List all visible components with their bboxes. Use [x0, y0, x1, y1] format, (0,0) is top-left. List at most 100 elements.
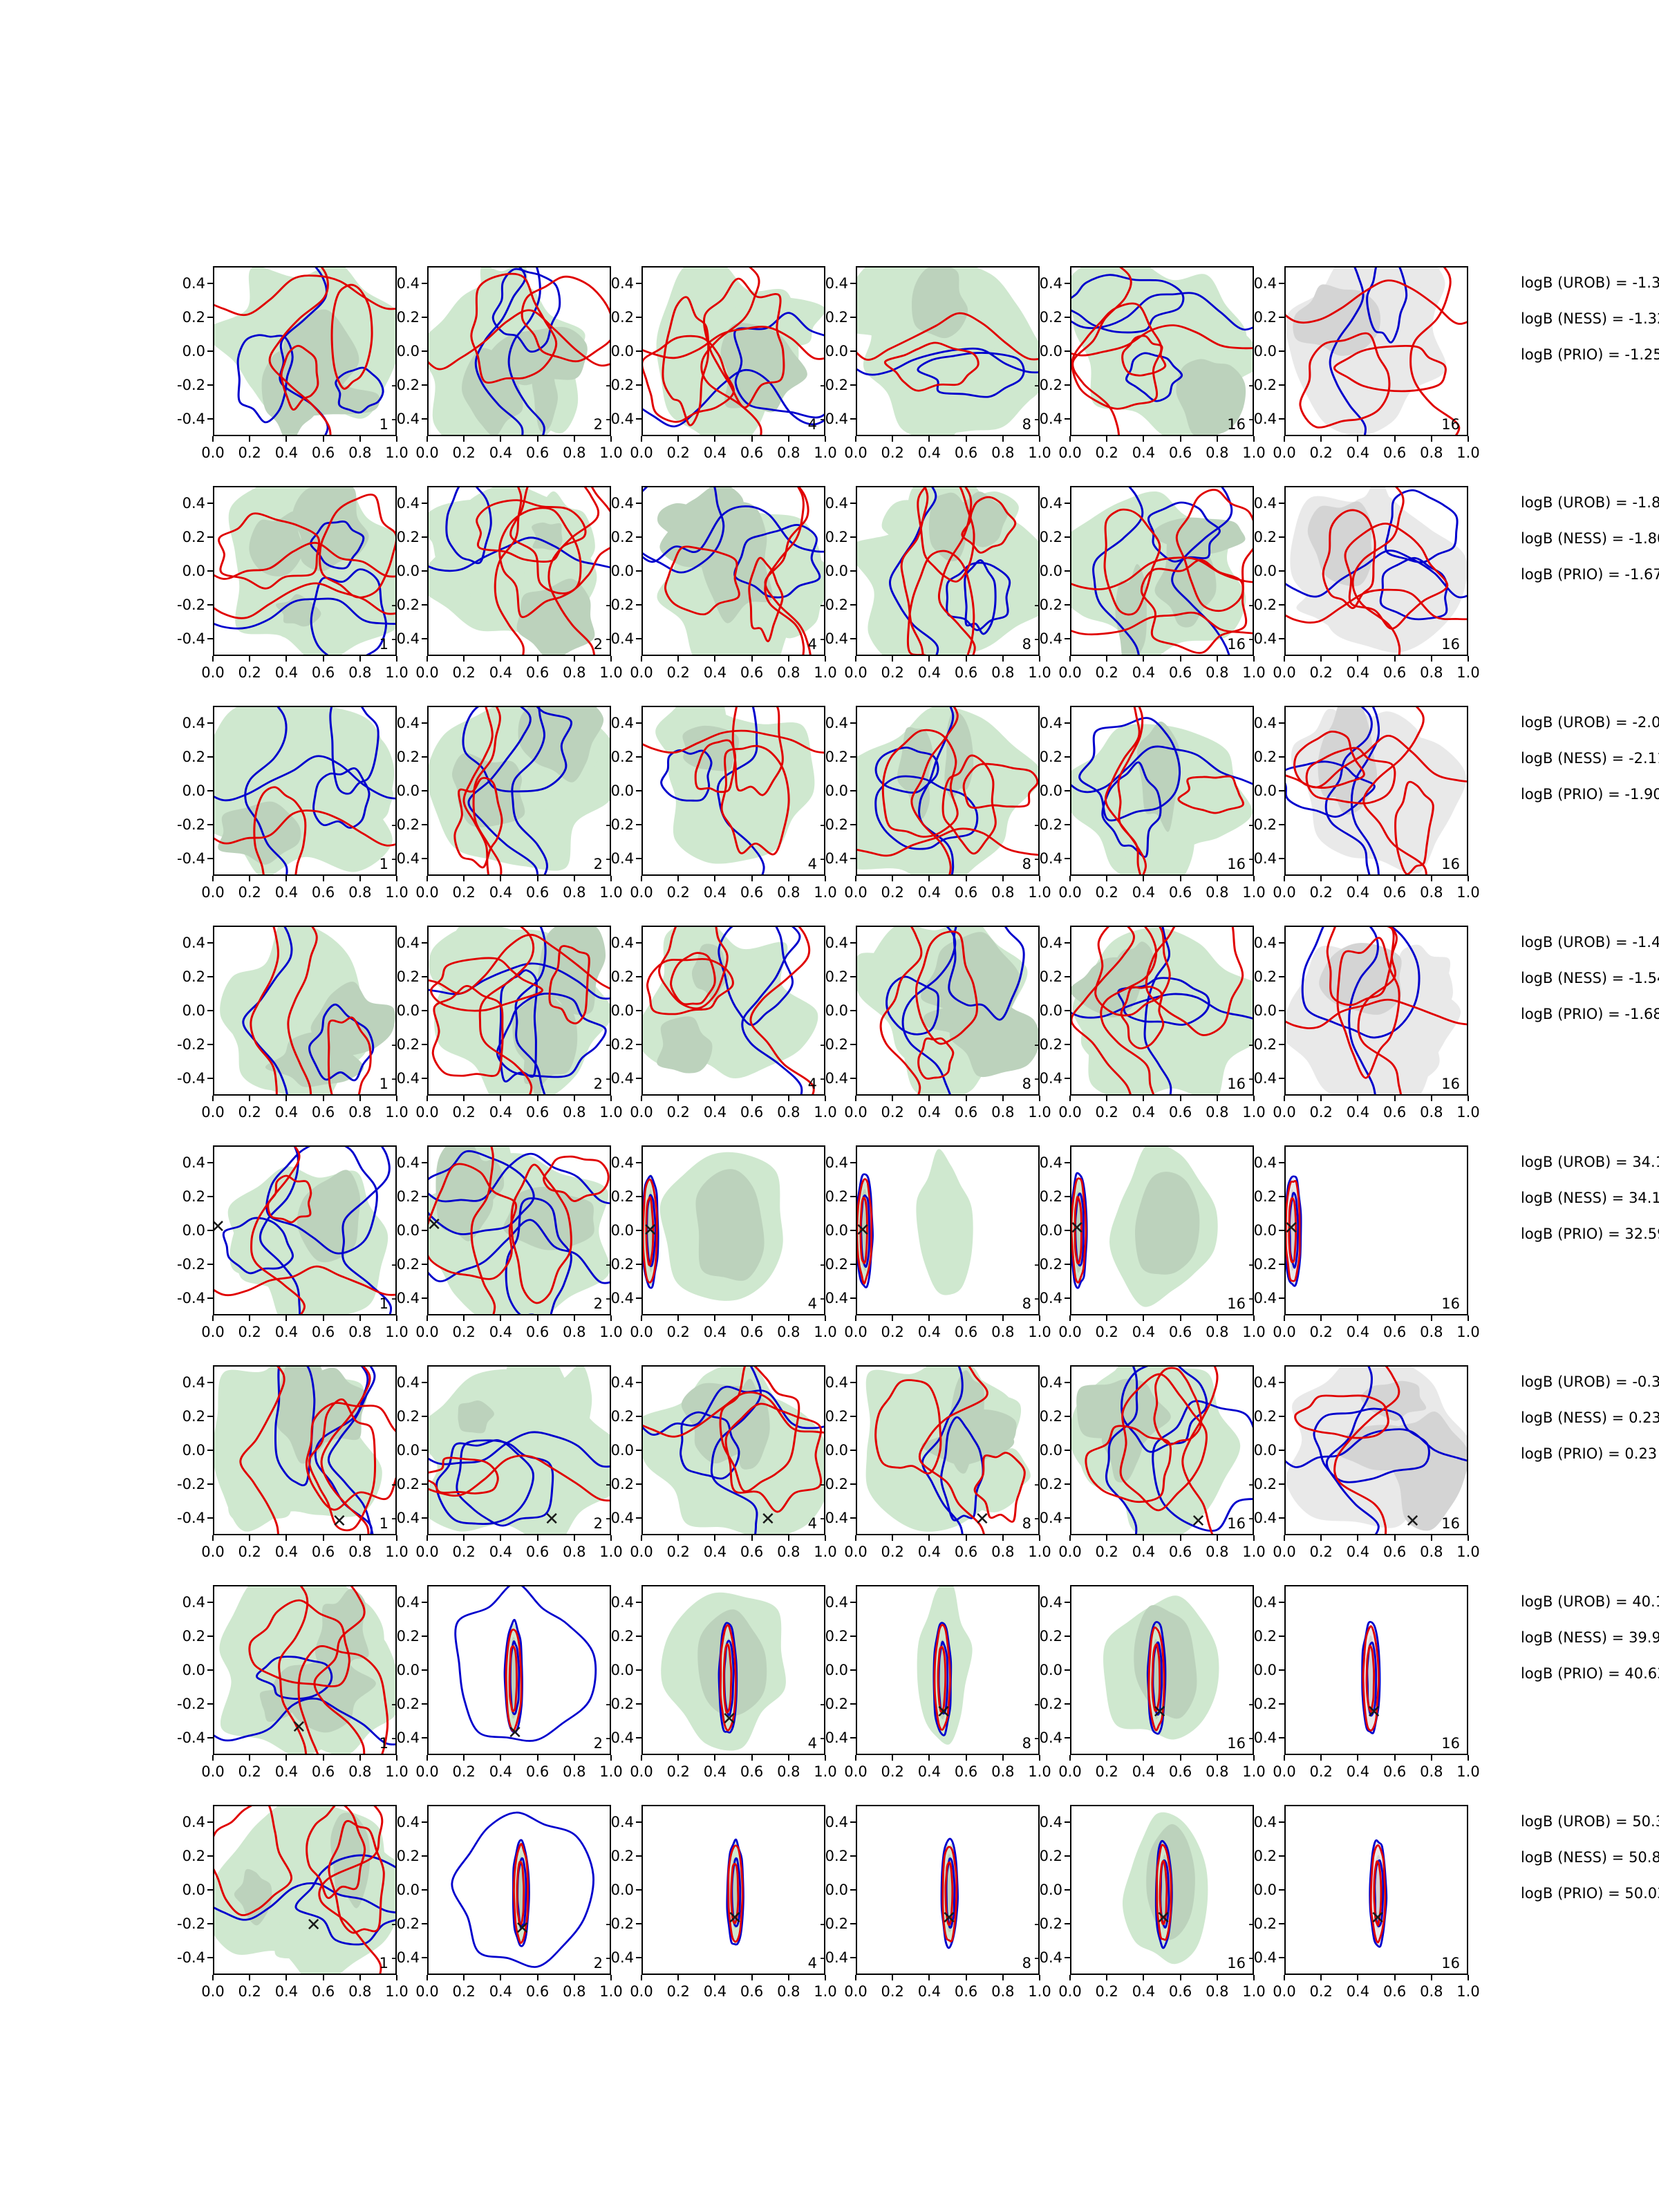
x-tick-label: 0.8: [1420, 664, 1443, 681]
contour-panel[interactable]: ✕ 2 -0.4 -0.2 0.0 0.2 0.4 0.0 0.2 0.4 0.6 0.8 1.0: [391, 1365, 623, 1560]
y-tick-label: -0.2: [606, 1036, 634, 1053]
contour-panel[interactable]: ✕ 4 -0.4 -0.2 0.0 0.2 0.4 0.0 0.2 0.4 0.6 0.8 1.0: [606, 1805, 837, 2000]
x-tick-label: 0.4: [489, 444, 513, 461]
contour-panel[interactable]: ✕ 4 -0.4 -0.2 0.0 0.2 0.4 0.0 0.2 0.4 0.6 0.8 1.0: [606, 1145, 837, 1340]
x-tick-mark: [855, 1096, 856, 1101]
y-tick-mark: [207, 350, 213, 352]
contour-panel[interactable]: 2 -0.4 -0.2 0.0 0.2 0.4 0.0 0.2 0.4 0.6 0.8 1.0: [391, 486, 623, 681]
contour-panel[interactable]: 1 -0.4 -0.2 0.0 0.2 0.4 0.0 0.2 0.4 0.6 0.8 1.0: [177, 706, 409, 901]
contour-panel[interactable]: ✕ 4 -0.4 -0.2 0.0 0.2 0.4 0.0 0.2 0.4 0.6 0.8 1.0: [606, 1585, 837, 1780]
contour-panel[interactable]: 16 -0.4 -0.2 0.0 0.2 0.4 0.0 0.2 0.4 0.6 0.8 1.0: [1248, 486, 1480, 681]
contour-panel[interactable]: ✕ 16 -0.4 -0.2 0.0 0.2 0.4 0.0 0.2 0.4 0.6 0.8 1.0: [1034, 1585, 1266, 1780]
x-tick-label: 0.6: [1168, 884, 1192, 901]
x-tick-label: 0.2: [666, 1763, 690, 1780]
contour-panel[interactable]: 16 -0.4 -0.2 0.0 0.2 0.4 0.0 0.2 0.4 0.6 0.8 1.0: [1248, 926, 1480, 1121]
y-tick-label: -0.2: [820, 1036, 848, 1053]
y-tick-label: 0.4: [1253, 1154, 1277, 1171]
contour-panel[interactable]: ✕ 8 -0.4 -0.2 0.0 0.2 0.4 0.0 0.2 0.4 0.6 0.8 1.0: [820, 1585, 1051, 1780]
contour-panel[interactable]: 1 -0.4 -0.2 0.0 0.2 0.4 0.0 0.2 0.4 0.6 0.8 1.0: [177, 266, 409, 461]
x-tick-label: 0.8: [1420, 1983, 1443, 2000]
y-tick-mark: [422, 1635, 427, 1637]
y-tick-label: -0.4: [1034, 1730, 1062, 1747]
y-tick-label: 0.2: [396, 308, 420, 326]
contour-panel[interactable]: ✕ 16 -0.4 -0.2 0.0 0.2 0.4 0.0 0.2 0.4 0.6 0.8 1.0: [1248, 1365, 1480, 1560]
x-tick-mark: [1002, 1096, 1004, 1101]
panel-number-label: 2: [593, 1515, 603, 1532]
y-tick-mark: [207, 1635, 213, 1637]
contour-panel[interactable]: 1 -0.4 -0.2 0.0 0.2 0.4 0.0 0.2 0.4 0.6 0.8 1.0: [177, 926, 409, 1121]
contour-panel[interactable]: 4 -0.4 -0.2 0.0 0.2 0.4 0.0 0.2 0.4 0.6 0.8 1.0: [606, 486, 837, 681]
contour-panel[interactable]: 16 -0.4 -0.2 0.0 0.2 0.4 0.0 0.2 0.4 0.6 0.8 1.0: [1034, 926, 1266, 1121]
contour-panel[interactable]: ✕ 16 -0.4 -0.2 0.0 0.2 0.4 0.0 0.2 0.4 0.6 0.8 1.0: [1248, 1585, 1480, 1780]
x-tick-label: 0.8: [777, 1983, 800, 2000]
contour-panel[interactable]: 16 -0.4 -0.2 0.0 0.2 0.4 0.0 0.2 0.4 0.6 0.8 1.0: [1034, 706, 1266, 901]
contour-panel[interactable]: ✕ 16 -0.4 -0.2 0.0 0.2 0.4 0.0 0.2 0.4 0.6 0.8 1.0: [1034, 1805, 1266, 2000]
y-tick-label: -0.2: [177, 1915, 205, 1933]
contour-panel[interactable]: ✕ 8 -0.4 -0.2 0.0 0.2 0.4 0.0 0.2 0.4 0.6 0.8 1.0: [820, 1365, 1051, 1560]
contour-panel[interactable]: 8 -0.4 -0.2 0.0 0.2 0.4 0.0 0.2 0.4 0.6 0.8 1.0: [820, 486, 1051, 681]
y-tick-mark: [422, 858, 427, 860]
y-tick-mark: [1279, 790, 1284, 791]
contour-panel[interactable]: ✕ 4 -0.4 -0.2 0.0 0.2 0.4 0.0 0.2 0.4 0.6 0.8 1.0: [606, 1365, 837, 1560]
y-tick-mark: [636, 1821, 641, 1823]
contour-panel[interactable]: 4 -0.4 -0.2 0.0 0.2 0.4 0.0 0.2 0.4 0.6 0.8 1.0: [606, 706, 837, 901]
contour-panel[interactable]: ✕ 2 -0.4 -0.2 0.0 0.2 0.4 0.0 0.2 0.4 0.6 0.8 1.0: [391, 1585, 623, 1780]
x-tick-label: 0.8: [348, 664, 372, 681]
contour-panel[interactable]: 2 -0.4 -0.2 0.0 0.2 0.4 0.0 0.2 0.4 0.6 0.8 1.0: [391, 706, 623, 901]
contour-panel[interactable]: ✕ 16 -0.4 -0.2 0.0 0.2 0.4 0.0 0.2 0.4 0.6 0.8 1.0: [1034, 1145, 1266, 1340]
contour-panel[interactable]: 16 -0.4 -0.2 0.0 0.2 0.4 0.0 0.2 0.4 0.6 0.8 1.0: [1248, 266, 1480, 461]
x-tick-label: 0.6: [740, 664, 764, 681]
contour-panel[interactable]: 16 -0.4 -0.2 0.0 0.2 0.4 0.0 0.2 0.4 0.6 0.8 1.0: [1248, 706, 1480, 901]
contour-panel[interactable]: ✕ 16 -0.4 -0.2 0.0 0.2 0.4 0.0 0.2 0.4 0.6 0.8 1.0: [1248, 1805, 1480, 2000]
contour-panel[interactable]: 1 -0.4 -0.2 0.0 0.2 0.4 0.0 0.2 0.4 0.6 0.8 1.0: [177, 486, 409, 681]
x-tick-mark: [1430, 1975, 1432, 1980]
y-tick-mark: [1279, 536, 1284, 538]
x-tick-mark: [1039, 1755, 1040, 1761]
y-tick-mark: [1065, 638, 1070, 640]
y-tick-mark: [422, 1517, 427, 1519]
y-tick-mark: [1279, 604, 1284, 606]
contour-panel[interactable]: 8 -0.4 -0.2 0.0 0.2 0.4 0.0 0.2 0.4 0.6 0.8 1.0: [820, 266, 1051, 461]
x-tick-label: 0.6: [525, 1983, 550, 2000]
y-tick-label: 0.4: [1039, 1154, 1062, 1171]
cross-marker: ✕: [331, 1510, 347, 1532]
contour-panel[interactable]: 16 -0.4 -0.2 0.0 0.2 0.4 0.0 0.2 0.4 0.6 0.8 1.0: [1034, 266, 1266, 461]
x-tick-mark: [1320, 1315, 1322, 1321]
x-tick-label: 0.0: [1058, 1104, 1082, 1121]
contour-panel[interactable]: 16 -0.4 -0.2 0.0 0.2 0.4 0.0 0.2 0.4 0.6 0.8 1.0: [1034, 486, 1266, 681]
contour-panel[interactable]: 4 -0.4 -0.2 0.0 0.2 0.4 0.0 0.2 0.4 0.6 0.8 1.0: [606, 926, 837, 1121]
x-tick-label: 1.0: [814, 1983, 837, 2000]
x-tick-mark: [1069, 1315, 1071, 1321]
x-tick-label: 0.0: [844, 1763, 868, 1780]
panel-number-label: 16: [1227, 636, 1246, 653]
x-tick-label: 0.2: [1309, 444, 1333, 461]
x-tick-mark: [212, 1535, 214, 1541]
contour-panel[interactable]: ✕ 8 -0.4 -0.2 0.0 0.2 0.4 0.0 0.2 0.4 0.6 0.8 1.0: [820, 1805, 1051, 2000]
contour-panel[interactable]: ✕ 16 -0.4 -0.2 0.0 0.2 0.4 0.0 0.2 0.4 0.6 0.8 1.0: [1248, 1145, 1480, 1340]
y-tick-label: 0.4: [825, 1593, 848, 1611]
x-tick-mark: [322, 1975, 324, 1980]
panel-number-label: 8: [1022, 1076, 1031, 1092]
y-tick-mark: [850, 1450, 856, 1451]
x-tick-label: 0.6: [525, 1763, 550, 1780]
contour-panel[interactable]: ✕ 8 -0.4 -0.2 0.0 0.2 0.4 0.0 0.2 0.4 0.6 0.8 1.0: [820, 1145, 1051, 1340]
x-tick-mark: [1284, 876, 1285, 881]
contour-panel[interactable]: ✕ 2 -0.4 -0.2 0.0 0.2 0.4 0.0 0.2 0.4 0.6 0.8 1.0: [391, 1145, 623, 1340]
contour-panel[interactable]: 8 -0.4 -0.2 0.0 0.2 0.4 0.0 0.2 0.4 0.6 0.8 1.0: [820, 706, 1051, 901]
contour-panel[interactable]: ✕1-0.4-0.20.00.20.40.00.20.40.60.81.0: [177, 1145, 409, 1340]
x-tick-label: 0.4: [274, 884, 299, 901]
y-tick-mark: [207, 1415, 213, 1417]
y-tick-label: 0.0: [1039, 1002, 1062, 1019]
contour-panel[interactable]: 2 -0.4 -0.2 0.0 0.2 0.4 0.0 0.2 0.4 0.6 0.8 1.0: [391, 266, 623, 461]
y-tick-label: 0.2: [610, 1847, 634, 1864]
y-tick-label: -0.4: [1248, 630, 1277, 648]
contour-panel[interactable]: ✕ 16 -0.4 -0.2 0.0 0.2 0.4 0.0 0.2 0.4 0.6 0.8 1.0: [1034, 1365, 1266, 1560]
y-tick-label: -0.2: [606, 377, 634, 394]
contour-panel[interactable]: ✕ 2 -0.4 -0.2 0.0 0.2 0.4 0.0 0.2 0.4 0.6 0.8 1.0: [391, 1805, 623, 2000]
contour-panel[interactable]: 4 -0.4 -0.2 0.0 0.2 0.4 0.0 0.2 0.4 0.6 0.8 1.0: [606, 266, 837, 461]
contour-panel[interactable]: 8 -0.4 -0.2 0.0 0.2 0.4 0.0 0.2 0.4 0.6 0.8 1.0: [820, 926, 1051, 1121]
contour-panel[interactable]: 2 -0.4 -0.2 0.0 0.2 0.4 0.0 0.2 0.4 0.6 0.8 1.0: [391, 926, 623, 1121]
